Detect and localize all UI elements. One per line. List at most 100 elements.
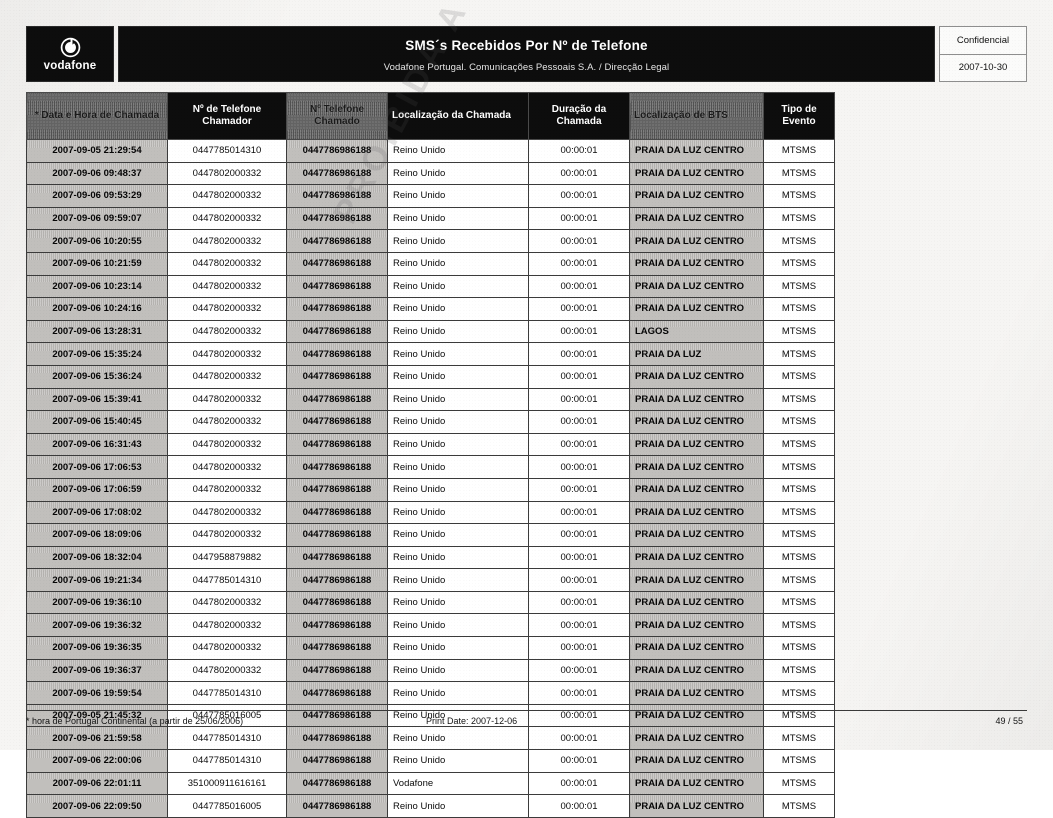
table-row[interactable]: 2007-09-06 19:59:54 0447785014310 04477869… xyxy=(26,681,835,705)
cell-location: Reino Unido xyxy=(387,161,529,186)
cell-bts: PRAIA DA LUZ xyxy=(629,342,764,366)
cell-bts: PRAIA DA LUZ CENTRO xyxy=(629,636,764,660)
table-row[interactable]: 2007-09-06 09:53:29 0447802000332 04477869… xyxy=(26,184,835,208)
cell-event: MTSMS xyxy=(763,613,835,638)
table-row[interactable]: 2007-09-06 09:48:37 0447802000332 04477869… xyxy=(26,161,835,186)
table-row[interactable]: 2007-09-06 10:24:16 0447802000332 04477869… xyxy=(26,297,835,321)
table-row[interactable]: 2007-09-06 18:32:04 0447958879882 04477869… xyxy=(26,545,835,570)
table-row[interactable]: 2007-09-06 10:23:14 0447802000332 04477869… xyxy=(26,274,835,299)
cell-bts: PRAIA DA LUZ CENTRO xyxy=(629,410,764,434)
cell-called: 0447786986188 xyxy=(286,297,388,321)
table-row[interactable]: 2007-09-06 19:36:37 0447802000332 04477869… xyxy=(26,658,835,683)
cell-called: 0447786986188 xyxy=(286,771,388,796)
cell-caller: 0447802000332 xyxy=(167,251,287,276)
cell-datetime: 2007-09-06 17:06:59 xyxy=(26,477,168,502)
cell-called: 0447786986188 xyxy=(286,432,388,457)
column-header-bts[interactable]: Localização de BTS xyxy=(629,92,764,140)
table-row[interactable]: 2007-09-06 17:08:02 0447802000332 04477869… xyxy=(26,500,835,525)
table-row[interactable]: 2007-09-06 16:31:43 0447802000332 04477869… xyxy=(26,432,835,457)
table-row[interactable]: 2007-09-06 21:59:58 0447785014310 04477869… xyxy=(26,726,835,751)
column-header-caller[interactable]: Nº de Telefone Chamador xyxy=(167,92,287,140)
table-row[interactable]: 2007-09-06 13:28:31 0447802000332 04477869… xyxy=(26,319,835,344)
cell-datetime: 2007-09-06 10:21:59 xyxy=(26,251,168,276)
cell-bts: PRAIA DA LUZ CENTRO xyxy=(629,184,764,208)
cell-bts: PRAIA DA LUZ CENTRO xyxy=(629,590,764,615)
cell-caller: 0447802000332 xyxy=(167,432,287,457)
cell-called: 0447786986188 xyxy=(286,364,388,389)
cell-caller: 0447785014310 xyxy=(167,139,287,163)
title-block: SMS´s Recebidos Por Nº de Telefone Vodaf… xyxy=(118,26,935,82)
cell-event: MTSMS xyxy=(763,184,835,208)
table-row[interactable]: 2007-09-06 10:20:55 0447802000332 04477869… xyxy=(26,229,835,253)
cell-called: 0447786986188 xyxy=(286,590,388,615)
table-row[interactable]: 2007-09-06 17:06:59 0447802000332 04477869… xyxy=(26,477,835,502)
table-row[interactable]: 2007-09-06 19:36:35 0447802000332 04477869… xyxy=(26,636,835,660)
table-row[interactable]: 2007-09-06 15:36:24 0447802000332 04477869… xyxy=(26,364,835,389)
cell-location: Reino Unido xyxy=(387,387,529,412)
cell-location: Reino Unido xyxy=(387,477,529,502)
table-row[interactable]: 2007-09-06 17:06:53 0447802000332 04477869… xyxy=(26,455,835,479)
cell-caller: 0447802000332 xyxy=(167,455,287,479)
cell-caller: 0447802000332 xyxy=(167,477,287,502)
cell-datetime: 2007-09-06 18:09:06 xyxy=(26,523,168,547)
cell-location: Reino Unido xyxy=(387,523,529,547)
cell-duration: 00:00:01 xyxy=(528,139,630,163)
column-header-event[interactable]: Tipo de Evento xyxy=(763,92,835,140)
table-row[interactable]: 2007-09-06 22:00:06 0447785014310 04477869… xyxy=(26,749,835,773)
table-row[interactable]: 2007-09-06 19:21:34 0447785014310 04477869… xyxy=(26,568,835,592)
cell-called: 0447786986188 xyxy=(286,161,388,186)
cell-location: Reino Unido xyxy=(387,274,529,299)
column-header-called[interactable]: Nº Telefone Chamado xyxy=(286,92,388,140)
cell-called: 0447786986188 xyxy=(286,545,388,570)
table-row[interactable]: 2007-09-06 15:39:41 0447802000332 04477869… xyxy=(26,387,835,412)
table-row[interactable]: 2007-09-05 21:29:54 0447785014310 04477869… xyxy=(26,139,835,163)
cell-event: MTSMS xyxy=(763,161,835,186)
cell-location: Vodafone xyxy=(387,771,529,796)
cell-bts: PRAIA DA LUZ CENTRO xyxy=(629,523,764,547)
cell-bts: PRAIA DA LUZ CENTRO xyxy=(629,477,764,502)
cell-bts: PRAIA DA LUZ CENTRO xyxy=(629,274,764,299)
cell-event: MTSMS xyxy=(763,749,835,773)
cell-bts: PRAIA DA LUZ CENTRO xyxy=(629,658,764,683)
cell-datetime: 2007-09-06 16:31:43 xyxy=(26,432,168,457)
cell-called: 0447786986188 xyxy=(286,613,388,638)
print-date: Print Date: 2007-12-06 xyxy=(426,716,686,726)
table-row[interactable]: 2007-09-06 19:36:10 0447802000332 04477869… xyxy=(26,590,835,615)
cell-datetime: 2007-09-06 22:01:11 xyxy=(26,771,168,796)
cell-datetime: 2007-09-06 15:36:24 xyxy=(26,364,168,389)
cell-caller: 0447785014310 xyxy=(167,681,287,705)
cell-caller: 0447802000332 xyxy=(167,410,287,434)
table-row[interactable]: 2007-09-06 15:40:45 0447802000332 04477869… xyxy=(26,410,835,434)
cell-caller: 0447802000332 xyxy=(167,184,287,208)
cell-duration: 00:00:01 xyxy=(528,568,630,592)
table-row[interactable]: 2007-09-06 09:59:07 0447802000332 04477869… xyxy=(26,206,835,231)
table-header-row: * Data e Hora de Chamada Nº de Telefone C… xyxy=(26,92,835,140)
table-row[interactable]: 2007-09-06 22:01:11 351000911616161 044778… xyxy=(26,771,835,796)
cell-bts: PRAIA DA LUZ CENTRO xyxy=(629,432,764,457)
table-row[interactable]: 2007-09-06 22:09:50 0447785016005 04477869… xyxy=(26,794,835,818)
table-row[interactable]: 2007-09-06 18:09:06 0447802000332 04477869… xyxy=(26,523,835,547)
cell-called: 0447786986188 xyxy=(286,477,388,502)
cell-location: Reino Unido xyxy=(387,410,529,434)
table-row[interactable]: 2007-09-06 15:35:24 0447802000332 04477869… xyxy=(26,342,835,366)
cell-called: 0447786986188 xyxy=(286,274,388,299)
cell-event: MTSMS xyxy=(763,364,835,389)
cell-called: 0447786986188 xyxy=(286,206,388,231)
table-row[interactable]: 2007-09-06 19:36:32 0447802000332 04477869… xyxy=(26,613,835,638)
cell-location: Reino Unido xyxy=(387,613,529,638)
cell-bts: PRAIA DA LUZ CENTRO xyxy=(629,613,764,638)
column-header-location[interactable]: Localização da Chamada xyxy=(387,92,529,140)
cell-caller: 0447785014310 xyxy=(167,749,287,773)
cell-duration: 00:00:01 xyxy=(528,455,630,479)
cell-called: 0447786986188 xyxy=(286,523,388,547)
cell-event: MTSMS xyxy=(763,523,835,547)
column-header-datetime[interactable]: * Data e Hora de Chamada xyxy=(26,92,168,140)
cell-duration: 00:00:01 xyxy=(528,184,630,208)
cell-duration: 00:00:01 xyxy=(528,658,630,683)
cell-duration: 00:00:01 xyxy=(528,500,630,525)
cell-called: 0447786986188 xyxy=(286,794,388,818)
cell-datetime: 2007-09-06 10:20:55 xyxy=(26,229,168,253)
column-header-duration[interactable]: Duração da Chamada xyxy=(528,92,630,140)
table-row[interactable]: 2007-09-06 10:21:59 0447802000332 04477869… xyxy=(26,251,835,276)
footnote-text: * hora de Portugal Continental (a partir… xyxy=(26,716,244,726)
